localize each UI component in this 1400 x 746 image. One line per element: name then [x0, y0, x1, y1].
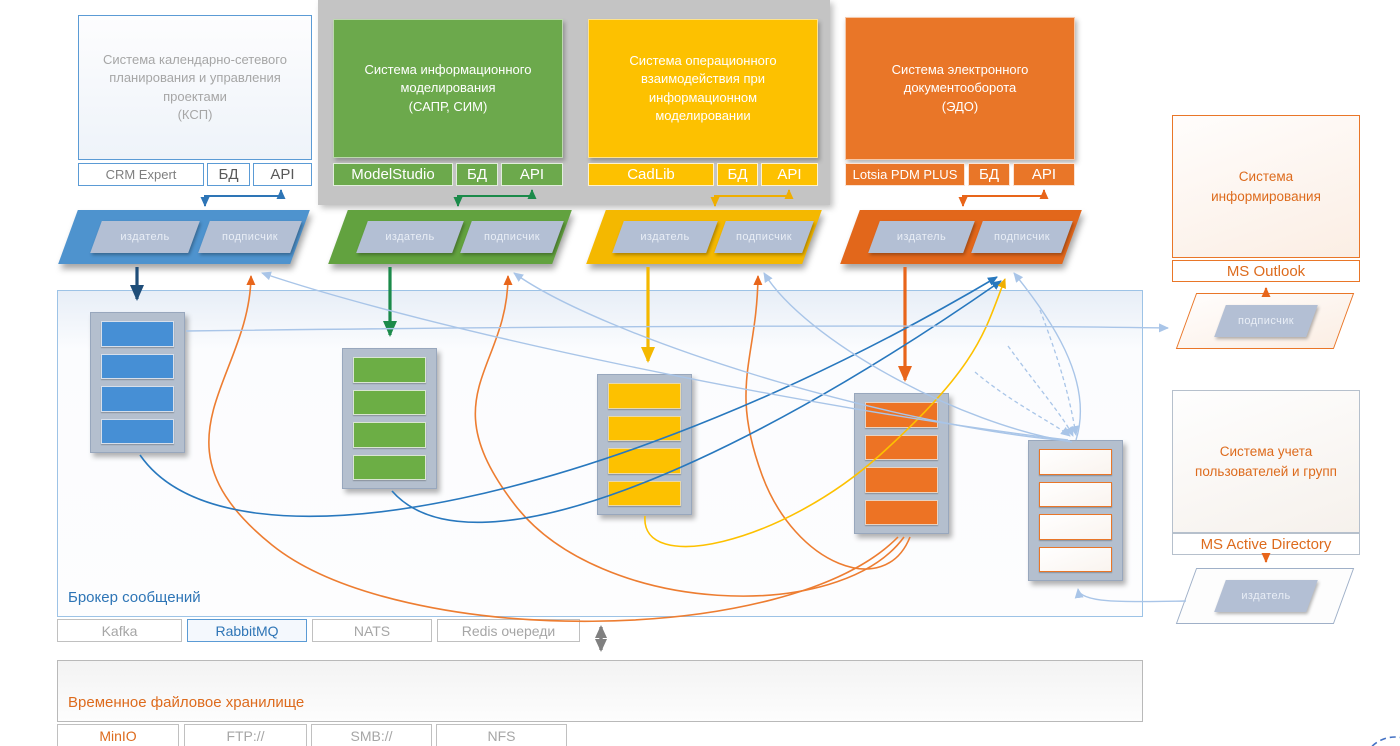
- queue-item: [1039, 449, 1112, 475]
- product-chip-modelstudio: ModelStudio: [333, 163, 453, 186]
- api-chip-cadlib: API: [761, 163, 818, 186]
- subscriber-node-sim: подписчик: [460, 221, 564, 253]
- db-chip-ksp: БД: [207, 163, 250, 186]
- outlook-subscriber-node: подписчик: [1214, 305, 1318, 337]
- pubsub-row-edo: издатель подписчик: [840, 210, 1082, 264]
- queue-stack-ksp: [90, 312, 185, 453]
- system-title-ksp: Система календарно-сетевого планирования…: [103, 52, 287, 122]
- pubsub-row-cadlib: издатель подписчик: [586, 210, 822, 264]
- storage-tab-ftp[interactable]: FTP://: [184, 724, 307, 746]
- db-chip-cadlib: БД: [717, 163, 758, 186]
- queue-item: [1039, 514, 1112, 540]
- storage-label: Временное файловое хранилище: [68, 694, 305, 711]
- broker-tab-rabbitmq[interactable]: RabbitMQ: [187, 619, 307, 642]
- pubsub-row-sim: издатель подписчик: [328, 210, 572, 264]
- queue-item: [101, 321, 174, 347]
- api-chip-ksp: API: [253, 163, 312, 186]
- db-chip-sim: БД: [456, 163, 498, 186]
- queue-item: [865, 434, 938, 460]
- queue-item: [865, 467, 938, 493]
- queue-item: [353, 357, 426, 383]
- users-system-title: Система учета пользователей и групп: [1195, 443, 1337, 479]
- queue-item: [608, 415, 681, 441]
- queue-item: [608, 480, 681, 506]
- queue-item: [353, 389, 426, 415]
- queue-item: [865, 402, 938, 428]
- ad-publisher-parallelogram: издатель: [1175, 568, 1355, 624]
- ad-publisher-node: издатель: [1214, 580, 1318, 612]
- queue-stack-edo: [854, 393, 949, 534]
- system-box-cadlib: Система операционного взаимодействия при…: [588, 19, 818, 158]
- queue-stack-sim: [342, 348, 437, 489]
- queue-item: [1039, 546, 1112, 572]
- system-box-sim: Система информационного моделирования (С…: [333, 19, 563, 158]
- broker-tab-redis[interactable]: Redis очереди: [437, 619, 580, 642]
- publisher-node-sim: издатель: [356, 221, 464, 253]
- broker-tab-kafka[interactable]: Kafka: [57, 619, 182, 642]
- outlook-subscriber-parallelogram: подписчик: [1175, 293, 1355, 349]
- outlook-chip: MS Outlook: [1172, 260, 1360, 282]
- queue-item: [353, 422, 426, 448]
- queue-item: [101, 353, 174, 379]
- subscriber-node-ksp: подписчик: [198, 221, 302, 253]
- pubsub-row-ksp: издатель подписчик: [58, 210, 310, 264]
- storage-tab-smb[interactable]: SMB://: [311, 724, 432, 746]
- broker-tab-nats[interactable]: NATS: [312, 619, 432, 642]
- active-directory-chip: MS Active Directory: [1172, 533, 1360, 555]
- queue-stack-directory: [1028, 440, 1123, 581]
- publisher-node-edo: издатель: [868, 221, 975, 253]
- system-title-sim: Система информационного моделирования (С…: [364, 62, 532, 114]
- product-chip-cadlib: CadLib: [588, 163, 714, 186]
- product-chip-crm-expert: CRM Expert: [78, 163, 204, 186]
- api-chip-sim: API: [501, 163, 563, 186]
- storage-panel: [57, 660, 1143, 722]
- db-chip-edo: БД: [968, 163, 1010, 186]
- queue-item: [608, 383, 681, 409]
- system-box-edo: Система электронного документооборота (Э…: [845, 17, 1075, 160]
- broker-label: Брокер сообщений: [68, 589, 201, 606]
- api-chip-edo: API: [1013, 163, 1075, 186]
- queue-item: [865, 499, 938, 525]
- info-system-title: Система информирования: [1211, 168, 1321, 204]
- queue-item: [353, 454, 426, 480]
- storage-tab-nfs[interactable]: NFS: [436, 724, 567, 746]
- queue-item: [608, 448, 681, 474]
- users-system-panel: Система учета пользователей и групп: [1172, 390, 1360, 533]
- storage-tab-minio[interactable]: MinIO: [57, 724, 179, 746]
- queue-stack-cadlib: [597, 374, 692, 515]
- queue-item: [101, 418, 174, 444]
- dashed-circle-decoration: [1371, 736, 1400, 746]
- system-title-cadlib: Система операционного взаимодействия при…: [629, 53, 777, 123]
- queue-item: [101, 386, 174, 412]
- system-title-edo: Система электронного документооборота (Э…: [891, 62, 1029, 114]
- subscriber-node-cadlib: подписчик: [714, 221, 814, 253]
- product-chip-lotsia: Lotsia PDM PLUS: [845, 163, 965, 186]
- system-box-ksp: Система календарно-сетевого планирования…: [78, 15, 312, 160]
- subscriber-node-edo: подписчик: [971, 221, 1073, 253]
- info-system-panel: Система информирования: [1172, 115, 1360, 258]
- publisher-node-cadlib: издатель: [612, 221, 718, 253]
- publisher-node-ksp: издатель: [90, 221, 200, 253]
- queue-item: [1039, 481, 1112, 507]
